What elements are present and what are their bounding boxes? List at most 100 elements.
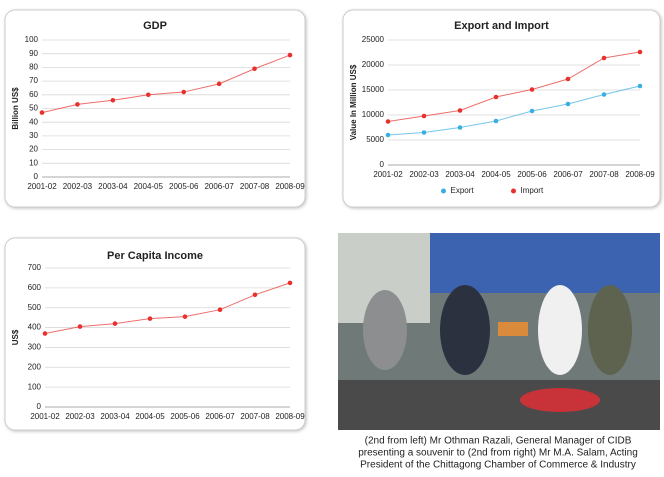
marker (601, 55, 607, 61)
y-tick-label: 80 (29, 63, 38, 72)
marker (287, 52, 293, 58)
marker (601, 92, 607, 97)
marker (145, 92, 151, 98)
x-tick-label: 2006-07 (553, 170, 583, 179)
y-tick-label: 10000 (362, 110, 385, 119)
y-tick-label: 100 (25, 35, 39, 44)
y-tick-label: 300 (28, 343, 42, 352)
y-tick-label: 70 (29, 76, 38, 85)
marker (457, 108, 463, 113)
x-tick-label: 2007-08 (240, 182, 270, 191)
y-tick-label: 0 (380, 160, 385, 169)
x-tick-label: 2002-03 (65, 412, 95, 421)
x-tick-label: 2001-02 (30, 412, 60, 421)
y-tick-label: 50 (29, 104, 38, 113)
marker (42, 331, 48, 336)
x-tick-label: 2008-09 (625, 170, 655, 179)
y-tick-label: 0 (37, 402, 42, 411)
marker (529, 87, 535, 92)
marker (110, 97, 116, 103)
marker (216, 81, 222, 87)
y-tick-label: 25000 (362, 35, 385, 44)
y-tick-label: 20 (29, 145, 38, 154)
y-axis-label: Billion US$ (11, 87, 20, 130)
x-tick-label: 2003-04 (98, 182, 128, 191)
x-tick-label: 2007-08 (240, 412, 270, 421)
line (387, 85, 641, 136)
x-tick-label: 2006-07 (205, 412, 235, 421)
chart-box (4, 237, 306, 431)
x-tick-label: 2008-09 (275, 182, 305, 191)
marker (217, 307, 223, 313)
x-tick-label: 2002-03 (409, 170, 439, 179)
y-tick-label: 15000 (362, 85, 385, 94)
marker (421, 130, 427, 135)
marker (421, 113, 427, 119)
y-tick-label: 700 (28, 263, 42, 272)
y-tick-label: 500 (28, 303, 42, 312)
marker (147, 316, 153, 321)
chart-title: Export and Import (454, 20, 549, 32)
marker (181, 89, 187, 95)
chart-title: GDP (143, 20, 167, 32)
y-tick-label: 20000 (362, 60, 385, 69)
x-tick-label: 2003-04 (445, 170, 475, 179)
y-tick-label: 10 (29, 158, 38, 167)
y-tick-label: 0 (34, 172, 39, 181)
marker (385, 132, 391, 138)
marker (637, 83, 643, 89)
marker (182, 314, 188, 319)
y-tick-label: 90 (29, 49, 38, 58)
x-tick-label: 2004-05 (135, 412, 165, 421)
y-tick-label: 5000 (366, 135, 384, 144)
legend-marker (441, 188, 446, 194)
marker (252, 292, 258, 298)
legend-marker (511, 188, 516, 194)
chart-box (342, 9, 661, 208)
x-tick-label: 2005-06 (170, 412, 200, 421)
caption: President of the Chittagong Chamber of C… (360, 460, 636, 471)
caption: (2nd from left) Mr Othman Razali, Genera… (365, 436, 632, 447)
x-tick-label: 2003-04 (100, 412, 130, 421)
marker (565, 76, 571, 82)
y-axis-label: US$ (11, 329, 20, 345)
x-tick-label: 2004-05 (481, 170, 511, 179)
y-tick-label: 200 (28, 362, 42, 371)
y-tick-label: 400 (28, 323, 42, 332)
x-tick-label: 2007-08 (589, 170, 619, 179)
line (387, 51, 641, 122)
legend-label: Export (451, 186, 475, 195)
marker (493, 94, 499, 100)
x-tick-label: 2002-03 (63, 182, 93, 191)
x-tick-label: 2008-09 (275, 412, 305, 421)
marker (39, 110, 45, 115)
x-tick-label: 2004-05 (134, 182, 164, 191)
marker (529, 108, 535, 114)
marker (287, 280, 293, 286)
y-tick-label: 40 (29, 117, 38, 126)
marker (637, 49, 643, 55)
marker (565, 101, 571, 107)
marker (385, 119, 391, 124)
marker (457, 125, 463, 130)
x-tick-label: 2005-06 (517, 170, 547, 179)
x-tick-label: 2006-07 (204, 182, 234, 191)
legend-label: Import (521, 186, 544, 195)
marker (77, 324, 83, 329)
x-tick-label: 2001-02 (27, 182, 57, 191)
marker (493, 118, 499, 124)
chart-title: Per Capita Income (107, 250, 203, 262)
line (41, 54, 291, 114)
caption: presenting a souvenir to (2nd from right… (358, 448, 638, 459)
photo (338, 233, 660, 430)
y-tick-label: 60 (29, 90, 38, 99)
marker (112, 321, 118, 326)
marker (75, 102, 80, 107)
y-tick-label: 30 (29, 131, 38, 140)
line (44, 282, 291, 335)
y-tick-label: 100 (28, 382, 42, 391)
y-tick-label: 600 (28, 283, 42, 292)
x-tick-label: 2005-06 (169, 182, 199, 191)
